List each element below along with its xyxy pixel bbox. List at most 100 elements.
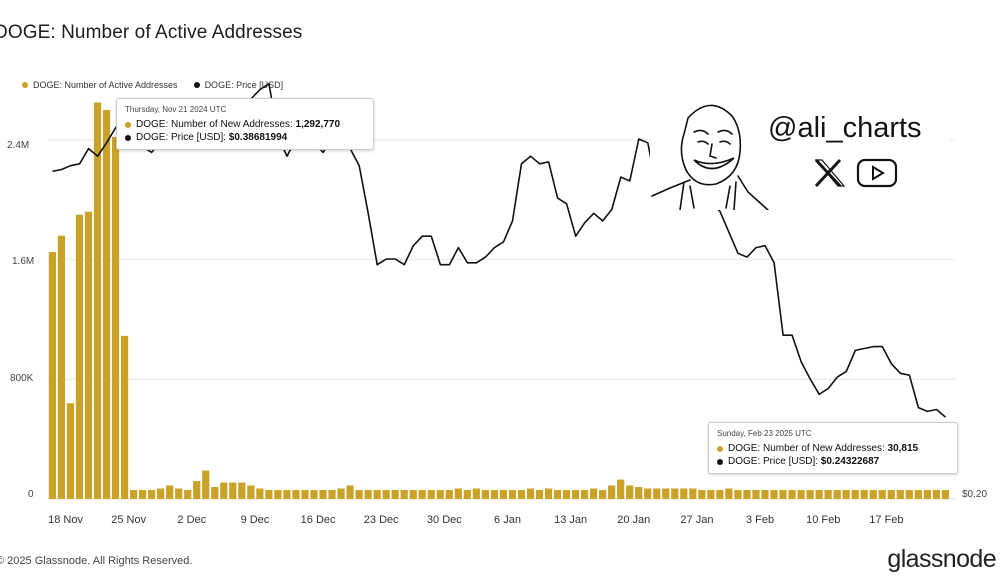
bar bbox=[256, 488, 264, 499]
bar bbox=[608, 485, 616, 499]
bar bbox=[184, 490, 192, 499]
bar bbox=[247, 485, 255, 499]
bar bbox=[508, 490, 517, 499]
x-tick-label: 13 Jan bbox=[554, 514, 588, 526]
legend-item-price[interactable]: DOGE: Price [USD] bbox=[193, 80, 283, 90]
x-tick-label: 6 Jan bbox=[494, 514, 521, 526]
bar bbox=[698, 490, 706, 499]
tooltip-date: Sunday, Feb 23 2025 UTC bbox=[717, 429, 812, 438]
bar bbox=[490, 490, 498, 499]
bar bbox=[157, 488, 165, 499]
tooltip-dot-black bbox=[717, 458, 723, 465]
x-tick-label: 10 Feb bbox=[806, 514, 841, 526]
x-tick-label: 3 Feb bbox=[745, 514, 775, 526]
bar bbox=[770, 490, 778, 499]
copyright-footer: © 2025 Glassnode. All Rights Reserved. bbox=[0, 555, 193, 567]
y-right-tick-label: $0.20 bbox=[962, 489, 988, 500]
bar bbox=[671, 488, 679, 499]
legend-dot-gold bbox=[22, 82, 28, 88]
bar bbox=[806, 490, 814, 499]
bar bbox=[463, 490, 471, 499]
bar bbox=[409, 490, 417, 499]
bar bbox=[229, 482, 237, 499]
bar bbox=[779, 490, 787, 499]
x-tick-label: 25 Nov bbox=[111, 514, 147, 526]
bar bbox=[734, 490, 742, 499]
bar bbox=[941, 490, 949, 499]
bar bbox=[120, 335, 129, 499]
bar bbox=[644, 488, 652, 499]
x-tick-label: 27 Jan bbox=[680, 514, 714, 526]
bar bbox=[797, 490, 805, 499]
bar bbox=[445, 490, 453, 499]
bar bbox=[75, 214, 84, 499]
bar bbox=[851, 490, 859, 499]
tooltip-row-price: DOGE: Price [USD]: $0.24322687 bbox=[717, 455, 949, 468]
bar bbox=[662, 488, 670, 499]
watermark-overlay: @ali_charts bbox=[650, 96, 950, 210]
bar bbox=[48, 252, 57, 499]
bar bbox=[752, 490, 760, 499]
bar bbox=[391, 490, 399, 499]
bar bbox=[707, 490, 715, 499]
youtube-icon bbox=[856, 158, 898, 188]
y-tick-label: 2.4M bbox=[7, 140, 30, 151]
bar bbox=[617, 479, 625, 499]
bar bbox=[599, 490, 607, 499]
bar bbox=[914, 490, 922, 499]
bar bbox=[274, 490, 282, 499]
bar bbox=[626, 485, 634, 499]
bar bbox=[436, 490, 444, 499]
bar bbox=[382, 490, 390, 499]
bar bbox=[716, 490, 724, 499]
bar bbox=[346, 485, 354, 499]
bar bbox=[319, 490, 327, 499]
x-tick-label: 30 Dec bbox=[426, 514, 462, 526]
bar bbox=[923, 490, 931, 499]
bar bbox=[427, 490, 435, 499]
bar bbox=[301, 490, 309, 499]
bar bbox=[211, 487, 219, 499]
bar bbox=[93, 102, 102, 500]
tooltip-dot-gold bbox=[717, 445, 723, 452]
legend-item-active-addresses[interactable]: DOGE: Number of Active Addresses bbox=[22, 80, 178, 90]
x-tick-label: 16 Dec bbox=[300, 514, 336, 526]
bar bbox=[905, 490, 913, 499]
bar bbox=[373, 490, 381, 499]
bar bbox=[454, 488, 462, 499]
bar bbox=[292, 490, 300, 499]
tooltip-label: DOGE: Number of New Addresses: bbox=[728, 443, 888, 454]
bar bbox=[833, 490, 841, 499]
bar bbox=[166, 485, 174, 499]
bar bbox=[148, 490, 156, 499]
y-tick-label: 0 bbox=[28, 489, 34, 500]
x-tick-label: 9 Dec bbox=[240, 514, 270, 526]
tooltip-value: $0.38681994 bbox=[228, 132, 288, 143]
bar bbox=[860, 490, 868, 499]
bar bbox=[66, 403, 75, 499]
y-tick-label: 1.6M bbox=[12, 256, 35, 267]
bar bbox=[202, 470, 210, 499]
bar bbox=[175, 488, 183, 499]
bar bbox=[535, 490, 544, 499]
y-tick-label: 800K bbox=[10, 373, 34, 384]
x-tick-label: 17 Feb bbox=[869, 514, 904, 526]
tooltip-value: 1,292,770 bbox=[295, 119, 341, 130]
x-tick-label: 20 Jan bbox=[617, 514, 651, 526]
bar bbox=[824, 490, 832, 499]
bar bbox=[815, 490, 823, 499]
tooltip-value: $0.24322687 bbox=[820, 456, 880, 467]
bar bbox=[400, 490, 408, 499]
tooltip-nov-21: Thursday, Nov 21 2024 UTC DOGE: Number o… bbox=[116, 98, 374, 150]
tooltip-row-price: DOGE: Price [USD]: $0.38681994 bbox=[125, 131, 365, 144]
glassnode-logo: glassnode bbox=[887, 545, 996, 573]
tooltip-value: 30,815 bbox=[887, 443, 919, 454]
tooltip-feb-23: Sunday, Feb 23 2025 UTC DOGE: Number of … bbox=[708, 422, 958, 474]
bar bbox=[337, 488, 345, 499]
face-sketch-icon bbox=[651, 104, 769, 210]
bar bbox=[220, 482, 228, 499]
bar bbox=[544, 488, 553, 499]
bar bbox=[526, 488, 535, 499]
legend-label: DOGE: Number of Active Addresses bbox=[33, 80, 178, 90]
bar bbox=[553, 490, 562, 499]
